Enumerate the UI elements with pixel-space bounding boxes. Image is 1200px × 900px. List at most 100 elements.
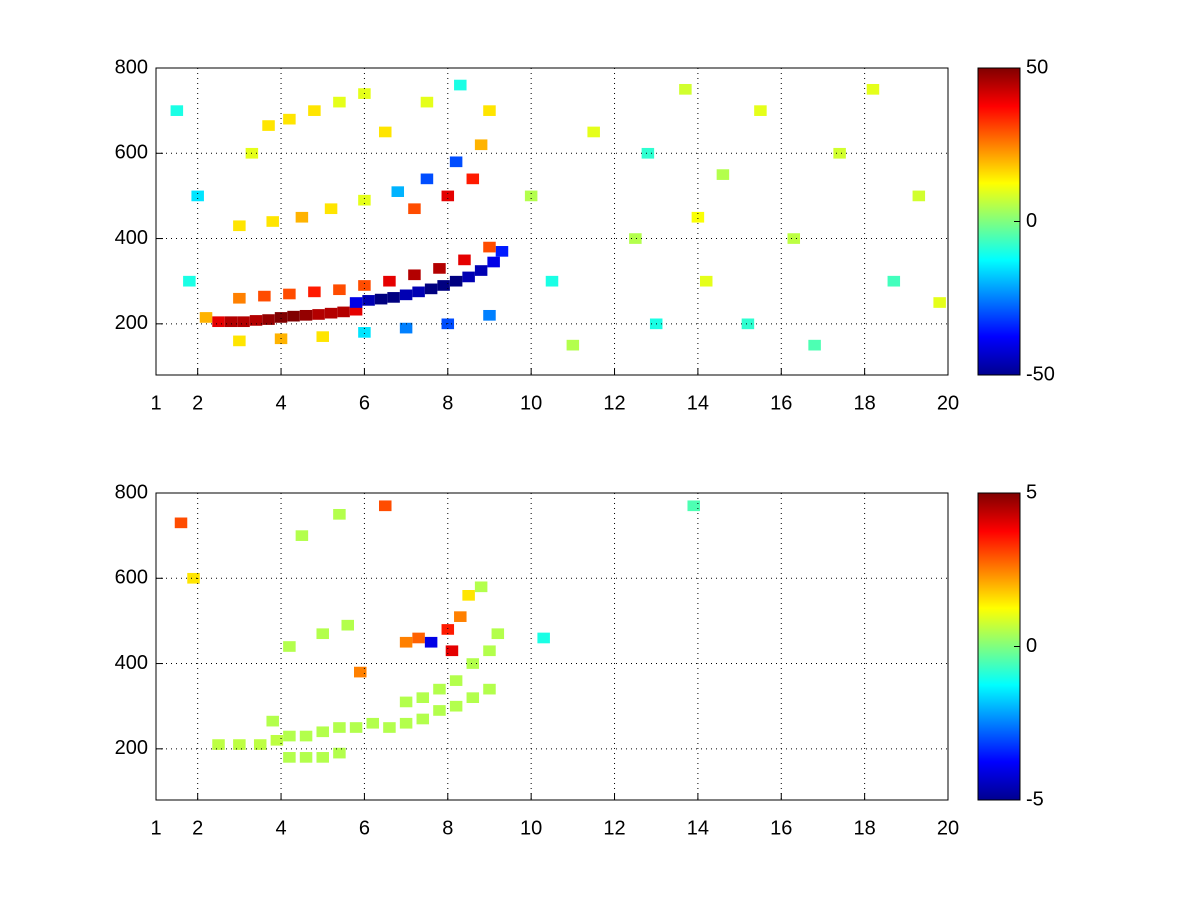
- heat-cell: [687, 500, 700, 512]
- heat-cell: [587, 126, 600, 138]
- x-tick-label: 2: [192, 817, 203, 839]
- heat-cell: [379, 500, 392, 512]
- heat-cell: [383, 275, 396, 287]
- x-tick-label: 1: [150, 392, 161, 414]
- heat-cell: [391, 186, 405, 197]
- heat-cell: [933, 297, 946, 308]
- heat-cell: [333, 722, 346, 733]
- x-tick-label: 4: [275, 392, 286, 414]
- heat-cell: [466, 658, 480, 669]
- heat-cell: [454, 79, 467, 91]
- heat-cell: [474, 581, 488, 593]
- y-tick-label: 800: [115, 56, 148, 78]
- x-tick-label: 20: [937, 392, 959, 414]
- heat-cell: [308, 286, 321, 298]
- x-tick-label: 6: [359, 392, 370, 414]
- heat-cell: [349, 297, 363, 308]
- heat-cell: [349, 722, 363, 733]
- heat-cell: [458, 254, 471, 266]
- heat-cell: [691, 211, 705, 223]
- y-tick-label: 200: [115, 312, 148, 334]
- heat-cell: [249, 315, 263, 326]
- y-tick-label: 600: [115, 567, 148, 589]
- heat-cell: [716, 169, 730, 180]
- heat-cell: [741, 318, 755, 330]
- heat-cell: [295, 211, 309, 223]
- colorbar-tick-label: -5: [1026, 788, 1044, 810]
- heat-cell: [437, 280, 450, 291]
- heat-cell: [466, 173, 480, 185]
- heat-cell: [449, 275, 463, 287]
- heat-cell: [233, 220, 246, 232]
- heat-cell: [449, 700, 463, 712]
- x-tick-label: 14: [687, 392, 709, 414]
- heat-cell: [787, 233, 801, 244]
- heat-cell: [491, 628, 505, 640]
- heat-cell: [483, 241, 496, 253]
- heat-cell: [183, 275, 196, 287]
- heat-cell: [399, 636, 413, 648]
- x-tick-label: 2: [192, 392, 203, 414]
- y-tick-label: 600: [115, 142, 148, 164]
- heat-cell: [474, 139, 488, 151]
- colorbar-tick-label: -50: [1026, 363, 1055, 385]
- heat-cell: [449, 156, 463, 168]
- heat-cell: [466, 692, 480, 703]
- heat-cell: [833, 147, 846, 159]
- heat-cell: [887, 275, 901, 287]
- heat-cell: [424, 636, 438, 648]
- heat-cell: [441, 190, 455, 202]
- colorbar: [977, 492, 1021, 801]
- heat-cell: [566, 339, 580, 351]
- heat-cell: [299, 309, 313, 321]
- y-tick-label: 400: [115, 652, 148, 674]
- plot-frame: [155, 492, 949, 801]
- heat-cell: [416, 713, 430, 725]
- heat-cell: [233, 335, 246, 347]
- heat-cell: [333, 96, 346, 108]
- y-tick-label: 200: [115, 737, 148, 759]
- heat-cell: [354, 666, 367, 678]
- heat-cell: [399, 322, 413, 334]
- y-tick-label: 400: [115, 227, 148, 249]
- heat-cell: [416, 692, 430, 703]
- heat-cell: [754, 105, 767, 116]
- heat-cell: [308, 105, 321, 116]
- heat-cell: [283, 730, 296, 742]
- heat-cell: [524, 190, 538, 202]
- heat-cell: [233, 292, 246, 304]
- heat-cell: [374, 293, 388, 305]
- heat-cell: [433, 705, 446, 716]
- x-tick-label: 10: [520, 392, 542, 414]
- x-tick-label: 14: [687, 817, 709, 839]
- heat-cell: [324, 203, 338, 215]
- x-tick-label: 20: [937, 817, 959, 839]
- heat-cell: [362, 295, 375, 306]
- heat-cell: [299, 730, 313, 742]
- x-tick-label: 10: [520, 817, 542, 839]
- heat-cell: [462, 271, 475, 283]
- x-tick-label: 16: [770, 392, 792, 414]
- x-tick-label: 18: [854, 392, 876, 414]
- x-tick-label: 6: [359, 817, 370, 839]
- colorbar-tick-label: 5: [1026, 481, 1037, 503]
- heat-cell: [299, 752, 313, 763]
- x-tick-label: 8: [442, 817, 453, 839]
- heat-cell: [495, 246, 509, 257]
- heat-cell: [433, 683, 446, 695]
- heat-cell: [808, 339, 821, 351]
- x-tick-label: 16: [770, 817, 792, 839]
- x-tick-label: 18: [854, 817, 876, 839]
- x-tick-label: 4: [275, 817, 286, 839]
- heat-cell: [399, 717, 413, 729]
- heat-cell: [412, 632, 425, 644]
- heat-cell: [316, 752, 329, 763]
- heat-cell: [383, 722, 396, 733]
- heat-cell: [387, 292, 400, 303]
- heat-cell: [483, 309, 496, 321]
- heat-cell: [445, 645, 459, 657]
- heat-cell: [283, 752, 296, 763]
- heat-cell: [199, 312, 213, 323]
- heat-cell: [283, 288, 296, 300]
